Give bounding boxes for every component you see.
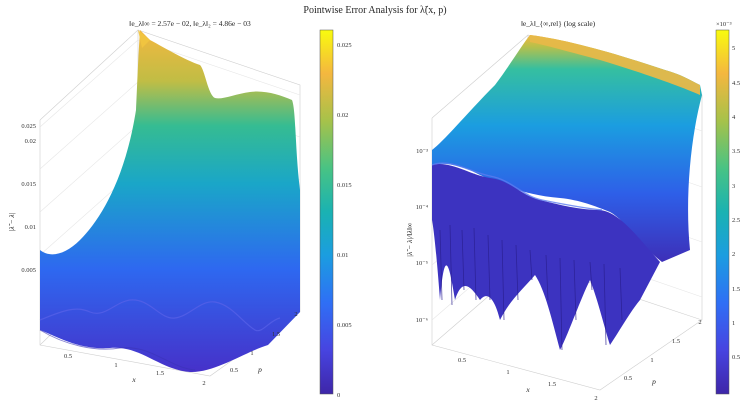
left-z-tick: 0.015 <box>21 181 36 188</box>
right-z-tick: 10⁻³ <box>416 148 428 155</box>
right-p-ticks: 0.5 1 1.5 2 <box>624 319 702 382</box>
left-cbar-tick: 0 <box>337 392 340 399</box>
left-z-tick: 0.02 <box>25 138 36 145</box>
left-x-tick: 1.5 <box>156 370 164 377</box>
left-panel: ‖e_λ‖∞ = 2.57e − 02, ‖e_λ‖₂ = 4.86e − 03 <box>7 19 352 399</box>
right-z-tick: 10⁻⁶ <box>416 317 428 324</box>
right-x-tick: 1 <box>506 369 509 376</box>
right-z-tick: 10⁻⁵ <box>416 260 428 267</box>
right-panel-title: ‖e_λ‖_{∞,rel} (log scale) <box>521 19 596 28</box>
right-p-tick: 1 <box>650 357 653 364</box>
right-p-label: p <box>651 377 656 386</box>
right-cbar-tick: 3 <box>732 183 735 190</box>
left-cbar-tick: 0.01 <box>337 252 348 259</box>
right-x-tick: 0.5 <box>458 357 466 364</box>
left-p-tick: 0.5 <box>230 367 238 374</box>
right-z-tick: 10⁻⁴ <box>416 204 429 211</box>
right-cbar-tick: 5 <box>732 45 735 52</box>
right-x-tick: 2 <box>594 395 597 402</box>
left-p-tick: 1.5 <box>272 331 280 338</box>
left-x-tick: 0.5 <box>64 353 72 360</box>
left-z-tick: 0.01 <box>25 224 36 231</box>
figure-title: Pointwise Error Analysis for λ̃(x, p) <box>303 5 446 16</box>
right-p-tick: 1.5 <box>672 338 680 345</box>
right-cbar-exponent: ×10⁻³ <box>716 21 732 28</box>
right-p-tick: 0.5 <box>624 375 632 382</box>
left-z-tick: 0.025 <box>21 123 36 130</box>
right-panel: ‖e_λ‖_{∞,rel} (log scale) 10⁻⁶ 10⁻ <box>405 19 740 402</box>
left-p-label: p <box>257 365 262 374</box>
left-cbar-tick: 0.005 <box>337 322 352 329</box>
left-x-tick: 1 <box>114 362 117 369</box>
right-x-tick: 1.5 <box>548 381 556 388</box>
left-p-tick: 1 <box>250 350 253 357</box>
left-surface <box>39 30 300 373</box>
right-cbar-tick: 4.5 <box>732 80 740 87</box>
left-z-label: |λ̃ − λ| <box>7 212 16 231</box>
right-cbar-tick: 4 <box>732 114 736 121</box>
right-cbar-tick: 0.5 <box>732 354 740 361</box>
right-z-label: |λ̃ − λ|/‖λ‖∞ <box>405 222 414 257</box>
left-x-label: x <box>131 375 136 384</box>
right-surface <box>431 35 702 351</box>
left-cbar-tick: 0.02 <box>337 112 348 119</box>
right-x-label: x <box>525 385 530 394</box>
right-colorbar: ×10⁻³ 0.5 1 1.5 2 2.5 3 3.5 4 4.5 5 <box>715 21 740 395</box>
left-p-tick: 2 <box>294 311 297 318</box>
left-p-ticks: 0.5 1 1.5 2 <box>230 311 298 374</box>
left-z-ticks: 0.005 0.01 0.015 0.02 0.025 <box>21 123 36 274</box>
left-z-tick: 0.005 <box>21 267 36 274</box>
right-cbar-tick: 1 <box>732 320 735 327</box>
right-p-tick: 2 <box>698 319 701 326</box>
left-cbar-tick: 0.015 <box>337 182 352 189</box>
right-cbar-tick: 2.5 <box>732 217 740 224</box>
right-cbar-tick: 1.5 <box>732 286 740 293</box>
right-cbar-tick: 2 <box>732 251 735 258</box>
right-x-ticks: 0.5 1 1.5 2 <box>458 357 598 402</box>
left-cbar-tick: 0.025 <box>337 42 352 49</box>
left-colorbar: 0 0.005 0.01 0.015 0.02 0.025 <box>319 29 352 399</box>
right-z-ticks: 10⁻⁶ 10⁻⁵ 10⁻⁴ 10⁻³ <box>416 148 429 324</box>
left-x-ticks: 0.5 1 1.5 2 <box>64 353 206 387</box>
left-x-tick: 2 <box>202 380 205 387</box>
right-cbar-tick: 3.5 <box>732 148 740 155</box>
left-panel-title: ‖e_λ‖∞ = 2.57e − 02, ‖e_λ‖₂ = 4.86e − 03 <box>129 19 251 28</box>
